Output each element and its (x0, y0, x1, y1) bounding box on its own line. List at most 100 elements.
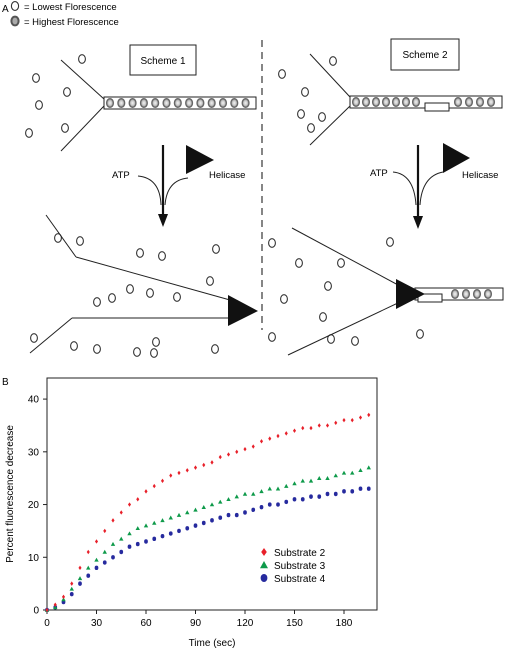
data-point (111, 555, 115, 560)
data-point (309, 494, 313, 499)
data-point (152, 483, 156, 489)
high-fluorescence-bead (185, 98, 194, 108)
data-point (86, 573, 91, 578)
high-fluorescence-bead (173, 98, 182, 108)
low-fluorescence-bead (295, 258, 303, 268)
low-fluorescence-bead (63, 87, 71, 97)
data-point (152, 520, 157, 525)
high-fluorescence-bead (139, 98, 148, 108)
data-point (185, 510, 190, 515)
low-fluorescence-bead (133, 347, 141, 357)
fork-strand-bottom (60, 105, 105, 152)
data-point (260, 561, 268, 569)
data-point (168, 515, 173, 520)
low-fluorescence-bead (61, 123, 69, 133)
data-point (317, 475, 322, 480)
helicase-curve (164, 177, 189, 206)
data-point (367, 412, 371, 418)
y-tick-label: 10 (28, 553, 40, 564)
low-fluorescence-bead (30, 333, 38, 343)
blocking-modification (424, 102, 450, 112)
low-fluorescence-bead (212, 244, 220, 254)
data-point (135, 526, 140, 531)
data-point (292, 428, 297, 433)
low-fluorescence-bead (35, 100, 43, 110)
data-point (309, 425, 313, 431)
low-fluorescence-bead (126, 284, 134, 294)
scheme-1-helicase-label: Helicase (209, 170, 245, 181)
data-point (169, 473, 173, 478)
data-point (235, 449, 239, 455)
data-point (135, 541, 140, 547)
high-fluorescence-bead (105, 98, 115, 108)
data-point (284, 499, 289, 505)
fork-strand-top (60, 59, 105, 100)
data-point (251, 491, 256, 496)
data-point (94, 565, 99, 571)
high-fluorescence-bead (486, 97, 496, 107)
data-point (78, 565, 82, 571)
high-fluorescence-bead (483, 289, 493, 299)
high-fluorescence-bead (472, 289, 482, 299)
data-point (209, 502, 215, 507)
data-point (234, 512, 239, 518)
data-point (176, 512, 182, 517)
high-fluorescence-bead (361, 97, 371, 107)
data-point (94, 539, 99, 544)
data-point (160, 518, 165, 523)
data-point (275, 486, 281, 491)
helicase-stalled-icon (396, 279, 425, 309)
low-fluorescence-bead (152, 337, 160, 347)
panel-a: A = Lowest Florescence = Highest Floresc… (2, 1, 504, 358)
legend-label: Substrate 4 (274, 574, 326, 585)
reaction-arrowhead (158, 214, 168, 227)
data-point (86, 565, 91, 570)
panel-b-label: B (2, 377, 9, 388)
high-fluorescence-bead (151, 98, 160, 108)
fork-strand-bottom (309, 105, 351, 146)
data-point (110, 541, 116, 546)
data-point (77, 576, 83, 581)
scheme-1-atp-label: ATP (112, 170, 130, 181)
high-fluorescence-beads (450, 289, 493, 299)
data-point (193, 523, 198, 528)
high-fluorescence-bead (117, 98, 126, 108)
legend-highest-label: = Highest Florescence (24, 17, 119, 28)
data-point (210, 460, 214, 465)
data-point (284, 483, 289, 488)
data-point (276, 433, 280, 439)
data-point (333, 491, 338, 497)
low-fluorescence-bead (158, 251, 166, 261)
data-point (358, 486, 363, 491)
data-point (102, 549, 107, 554)
helicase-bound-icon (228, 295, 258, 326)
data-point (86, 549, 90, 555)
low-fluorescence-bead (25, 128, 33, 138)
data-point (69, 591, 74, 597)
scheme-2-helicase-label: Helicase (462, 170, 498, 181)
scheme-1-box (129, 44, 197, 76)
legend-lowest-label: = Lowest Florescence (24, 2, 117, 13)
blocking-modification (417, 293, 443, 303)
high-fluorescence-bead (207, 98, 216, 108)
high-fluorescence-beads (105, 98, 250, 108)
high-fluorescence-bead (241, 98, 250, 108)
x-axis-label: Time (sec) (189, 638, 236, 649)
data-point (243, 446, 247, 452)
data-point (268, 436, 272, 441)
data-point (342, 417, 346, 423)
data-point (127, 544, 132, 549)
data-point (292, 481, 297, 486)
high-fluorescence-bead (475, 97, 485, 107)
x-tick-label: 60 (140, 618, 152, 629)
data-point (325, 423, 330, 428)
low-fluorescence-bead (70, 341, 78, 351)
data-point (358, 468, 363, 473)
low-fluorescence-bead (351, 336, 359, 346)
low-fluorescence-bead (278, 69, 286, 79)
data-points (44, 412, 371, 613)
data-point (259, 439, 264, 444)
data-point (300, 497, 305, 502)
panel-b: B 0 30 60 90 120 150 180 0 10 20 30 40 Time (sec) … (2, 377, 378, 649)
data-point (136, 497, 140, 502)
